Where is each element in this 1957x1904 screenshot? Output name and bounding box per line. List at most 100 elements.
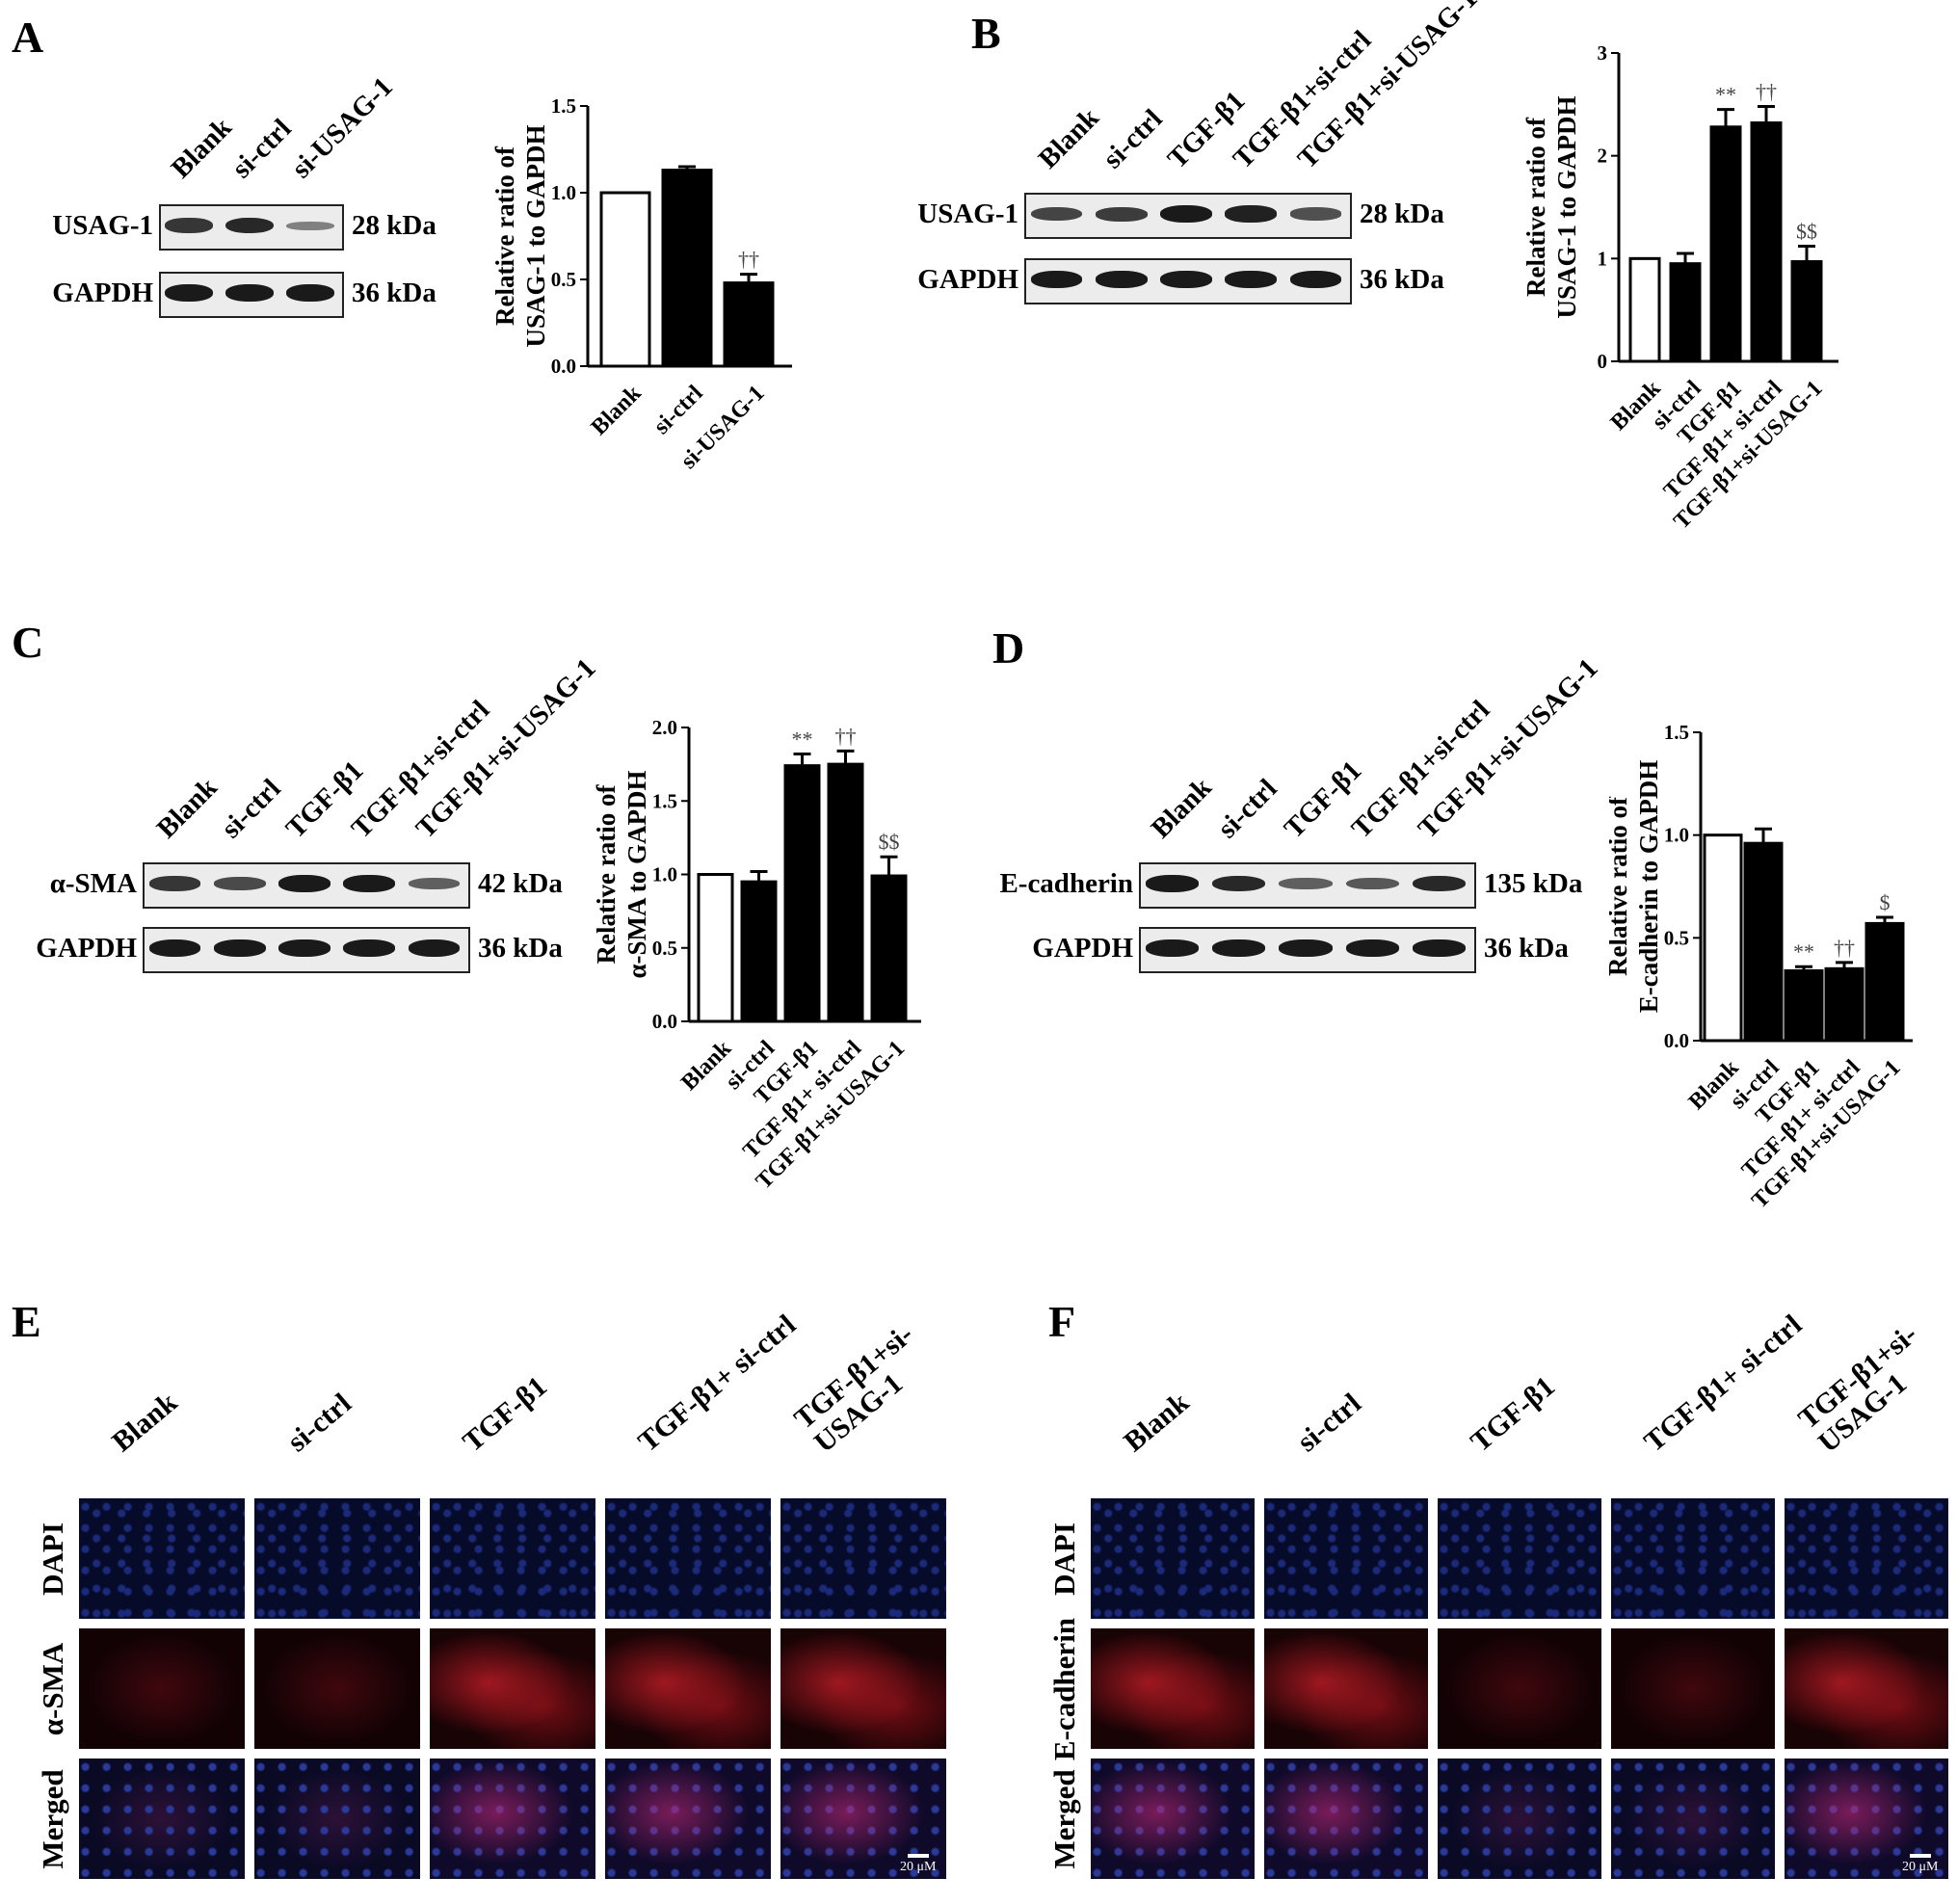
lane-label: Blank [1032, 102, 1105, 175]
bar [661, 169, 713, 368]
micrograph-tile [1438, 1759, 1601, 1879]
blot-band [278, 939, 331, 957]
blot-row-label: USAG-1 [52, 210, 153, 241]
blot-band [1145, 939, 1200, 957]
blot-band [1095, 271, 1148, 288]
micrograph-tile [79, 1498, 245, 1619]
micrograph-tile [1611, 1628, 1775, 1749]
bar [723, 281, 775, 368]
lane-label: Blank [1145, 772, 1218, 845]
lane-label: si-ctrl [1211, 773, 1283, 845]
y-tick-label: 1.5 [551, 94, 576, 118]
y-tick-label: 0.5 [551, 268, 576, 291]
y-tick-label: 0 [1598, 350, 1608, 373]
y-tick-label: 1.5 [652, 789, 677, 812]
bar [1743, 841, 1784, 1043]
x-tick-label: Blank [676, 1036, 736, 1096]
row-label: Merged [36, 1768, 69, 1869]
y-axis-label: Relative ratio ofUSAG-1 to GAPDH [490, 125, 550, 348]
blot-band [165, 218, 214, 233]
micrograph-tile [780, 1498, 946, 1619]
bar-chart-c: 0.0 0.5 1.0 1.5 2.0 Relative ratio ofα-SMA to… [592, 716, 921, 1194]
blot-band [165, 284, 214, 302]
micrograph-tile [1091, 1759, 1255, 1879]
significance-mark: $$ [1796, 220, 1817, 244]
molecular-weight-label: 36 kDa [1360, 264, 1444, 295]
micrograph-tile [780, 1759, 946, 1879]
molecular-weight-label: 42 kDa [478, 868, 563, 899]
micrograph-tile [1264, 1498, 1428, 1619]
molecular-weight-label: 36 kDa [478, 933, 563, 964]
y-tick-label: 1.0 [652, 863, 677, 886]
blot-band [1212, 875, 1266, 892]
y-tick-label: 1.5 [1664, 721, 1689, 744]
y-tick-label: 2 [1598, 145, 1608, 168]
blot-band [408, 878, 461, 889]
lane-label: si-USAG-1 [285, 71, 400, 185]
bar [1784, 968, 1824, 1043]
column-label: Blank [106, 1386, 184, 1459]
x-tick-label: si-ctrl [649, 381, 708, 439]
lane-label: Blank [150, 772, 224, 845]
bar [599, 191, 651, 368]
x-tick-label: Blank [587, 381, 647, 440]
blot-band [1145, 875, 1200, 892]
bar [1750, 121, 1783, 363]
significance-mark: ** [792, 727, 813, 751]
micrograph-tile [79, 1759, 245, 1879]
micrograph-tile [1785, 1498, 1948, 1619]
micrograph-tile [1438, 1628, 1601, 1749]
blot-band [1279, 939, 1333, 957]
column-label: TGF-β1 [1465, 1370, 1561, 1459]
column-label: TGF-β1 [457, 1370, 553, 1459]
micrograph-tile [1785, 1759, 1948, 1879]
significance-mark: †† [1834, 936, 1855, 960]
micrograph-tile [1611, 1498, 1775, 1619]
micrograph-tile [1785, 1628, 1948, 1749]
column-label: si-ctrl [281, 1387, 357, 1459]
micrograph-tile [605, 1628, 771, 1749]
blot-row-label: GAPDH [52, 278, 153, 308]
blot-band [1412, 939, 1467, 957]
column-label: TGF-β1+ si-ctrl [632, 1309, 803, 1459]
y-tick-label: 0.0 [1664, 1029, 1689, 1052]
y-tick-label: 1.0 [551, 181, 576, 204]
blot-band [343, 875, 396, 892]
blot-band [285, 221, 334, 230]
panel-label-f: F [1048, 1297, 1076, 1346]
significance-mark: ** [1793, 939, 1814, 964]
panel-label-c: C [12, 618, 44, 667]
blot-band [1225, 271, 1278, 288]
blot-row-label: USAG-1 [917, 198, 1018, 229]
micrograph-tile [79, 1628, 245, 1749]
micrograph-tile [1611, 1759, 1775, 1879]
y-tick-label: 0.0 [551, 355, 576, 378]
blot-row-label: GAPDH [36, 933, 137, 964]
blot-band [408, 939, 461, 957]
significance-mark: $ [1880, 890, 1891, 914]
blot-band [213, 877, 266, 890]
micrograph-tile [605, 1498, 771, 1619]
blot-band [1279, 878, 1333, 889]
micrograph-tile [1264, 1628, 1428, 1749]
row-label: DAPI [1047, 1521, 1081, 1596]
column-label: TGF-β1+si- USAG-1 [788, 1318, 920, 1459]
blot-band [148, 876, 201, 891]
bar [697, 873, 734, 1023]
molecular-weight-label: 28 kDa [1360, 198, 1444, 229]
blot-row-label: GAPDH [917, 264, 1018, 295]
y-tick-label: 2.0 [652, 716, 677, 739]
bar [1709, 125, 1742, 363]
y-tick-label: 1 [1598, 247, 1608, 270]
bar [783, 764, 821, 1023]
micrograph-tile [254, 1759, 420, 1879]
blot-band [1345, 877, 1399, 890]
micrograph-tile [254, 1628, 420, 1749]
y-axis-label: Relative ratio ofUSAG-1 to GAPDH [1521, 96, 1581, 319]
blot-row-label: α-SMA [49, 868, 137, 899]
bar [1703, 833, 1743, 1043]
micrograph-tile [780, 1628, 946, 1749]
